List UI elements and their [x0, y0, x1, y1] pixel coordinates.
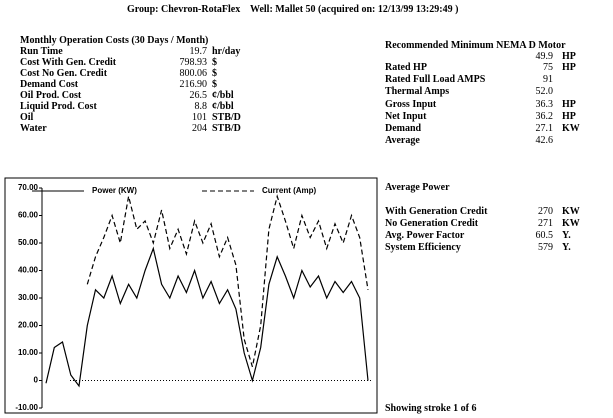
row-label: Rated HP: [385, 62, 427, 73]
y-tick-label: 10.00: [18, 348, 39, 357]
row-unit: Y.: [562, 230, 571, 241]
row-label: Demand: [385, 123, 422, 134]
row-value: 800.06: [179, 68, 208, 79]
row-value: 8.8: [194, 101, 208, 112]
row-unit: $: [212, 79, 217, 90]
row-label: Average: [385, 135, 420, 147]
row-label: With Generation Credit: [385, 206, 488, 217]
well: Well: Mallet 50 (acquired on: 12/13/99 1…: [250, 4, 459, 15]
row-label: Liquid Prod. Cost: [20, 101, 97, 112]
row-value: 36.3: [535, 98, 554, 110]
row-unit: HP: [562, 110, 576, 122]
row-label: Water: [20, 123, 47, 134]
row-value: 60.5: [535, 230, 554, 241]
y-tick-label: 50.00: [18, 238, 39, 247]
row-value: 19.7: [189, 46, 208, 57]
chart-frame: [4, 177, 378, 414]
row-value: 216.90: [179, 79, 208, 90]
row-unit: STB/D: [212, 123, 241, 134]
row-unit: KW: [562, 123, 580, 134]
y-tick-label: 20.00: [18, 321, 39, 330]
row-label: No Generation Credit: [385, 218, 479, 229]
row-value: 26.5: [189, 90, 208, 101]
motor-value: 49.9: [535, 51, 554, 62]
row-unit: hr/day: [212, 46, 241, 57]
y-tick-label: 0: [34, 376, 39, 385]
row-value: 798.93: [179, 57, 208, 68]
y-tick-label: 70.00: [18, 183, 39, 192]
row-value: 75: [543, 62, 553, 73]
row-value: 52.0: [535, 86, 554, 98]
chart: -10.00 0 10.00 20.00 30.00 40.00 50.00 60.00 70.…: [4, 177, 378, 414]
row-label: Gross Input: [385, 98, 437, 110]
row-label: Net Input: [385, 110, 427, 122]
row-label: Thermal Amps: [385, 86, 450, 98]
y-tick-label: 40.00: [18, 266, 39, 275]
row-label: Run Time: [20, 46, 63, 57]
row-unit: KW: [562, 218, 580, 229]
costs-title: Monthly Operation Costs (30 Days / Month…: [20, 35, 209, 46]
row-value: 204: [192, 123, 207, 134]
row-label: Oil: [20, 112, 34, 123]
row-label: Cost No Gen. Credit: [20, 68, 108, 79]
footer: Showing stroke 1 of 6: [385, 403, 477, 414]
row-value: 271: [538, 218, 553, 229]
row-unit: $: [212, 68, 217, 79]
power-title: Average Power: [385, 182, 450, 193]
y-tick-label: -10.00: [15, 403, 38, 412]
row-label: Oil Prod. Cost: [20, 90, 82, 101]
series-line: [86, 194, 369, 367]
row-unit: ¢/bbl: [212, 101, 234, 112]
row-unit: STB/D: [212, 112, 241, 123]
motor-unit: HP: [562, 51, 576, 62]
y-tick-label: 30.00: [18, 293, 39, 302]
row-unit: ¢/bbl: [212, 90, 234, 101]
row-unit: Y.: [562, 242, 571, 253]
row-value: 270: [538, 206, 553, 217]
row-label: Rated Full Load AMPS: [385, 74, 486, 86]
legend-label: Current (Amp): [262, 186, 317, 195]
row-unit: $: [212, 57, 217, 68]
y-tick-label: 60.00: [18, 211, 39, 220]
row-label: Cost With Gen. Credit: [20, 57, 117, 68]
group: Group: Chevron-RotaFlex: [127, 4, 241, 15]
row-label: System Efficiency: [385, 242, 461, 253]
row-label: Demand Cost: [20, 79, 79, 90]
row-unit: HP: [562, 98, 576, 110]
row-value: 42.6: [535, 135, 554, 147]
row-label: Avg. Power Factor: [385, 230, 465, 241]
row-value: 91: [543, 74, 553, 86]
row-value: 36.2: [535, 110, 554, 122]
row-value: 101: [192, 112, 207, 123]
series-line: [45, 246, 369, 388]
row-unit: HP: [562, 62, 576, 73]
row-value: 579: [538, 242, 553, 253]
row-value: 27.1: [535, 123, 554, 134]
motor-title: Recommended Minimum NEMA D Motor: [385, 40, 566, 51]
legend-label: Power (KW): [92, 186, 137, 195]
row-unit: KW: [562, 206, 580, 217]
